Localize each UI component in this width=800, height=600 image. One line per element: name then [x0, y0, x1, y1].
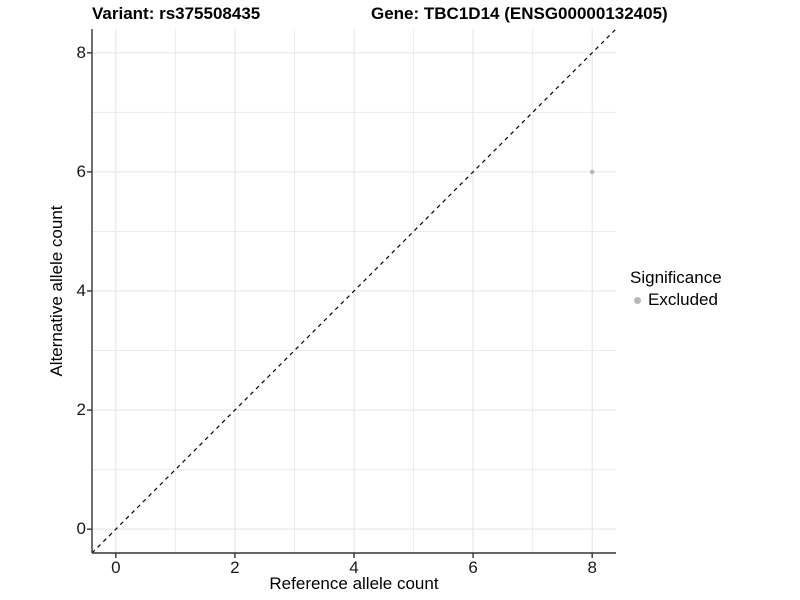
plot-panel — [87, 28, 617, 558]
x-tick-label-8: 8 — [587, 558, 597, 577]
x-tick-label-4: 4 — [349, 558, 359, 577]
y-axis-title: Alternative allele count — [47, 205, 66, 377]
legend-title: Significance — [630, 268, 722, 287]
plot-title-variant: Variant: rs375508435 — [92, 4, 261, 23]
legend: Significance Excluded — [630, 267, 722, 311]
y-tick-label-4: 4 — [76, 281, 86, 300]
x-tick-label-6: 6 — [468, 558, 478, 577]
y-tick-label-2: 2 — [76, 400, 86, 420]
legend-item-label: Excluded — [648, 290, 718, 309]
y-tick-label-6: 6 — [76, 161, 86, 181]
legend-key-circle-icon — [634, 296, 641, 304]
x-axis-title: Reference allele count — [269, 574, 439, 593]
data-point-0 — [589, 169, 595, 175]
legend-item-0: Excluded — [630, 289, 722, 311]
x-tick-label-2: 2 — [230, 558, 240, 577]
identity-dashed-line — [91, 28, 617, 554]
legend-items: Excluded — [630, 289, 722, 311]
x-tick-label-0: 0 — [111, 558, 121, 577]
y-tick-label-8: 8 — [76, 42, 86, 62]
plot-title-gene: Gene: TBC1D14 (ENSG00000132405) — [371, 4, 668, 23]
y-tick-label-0: 0 — [76, 519, 86, 539]
